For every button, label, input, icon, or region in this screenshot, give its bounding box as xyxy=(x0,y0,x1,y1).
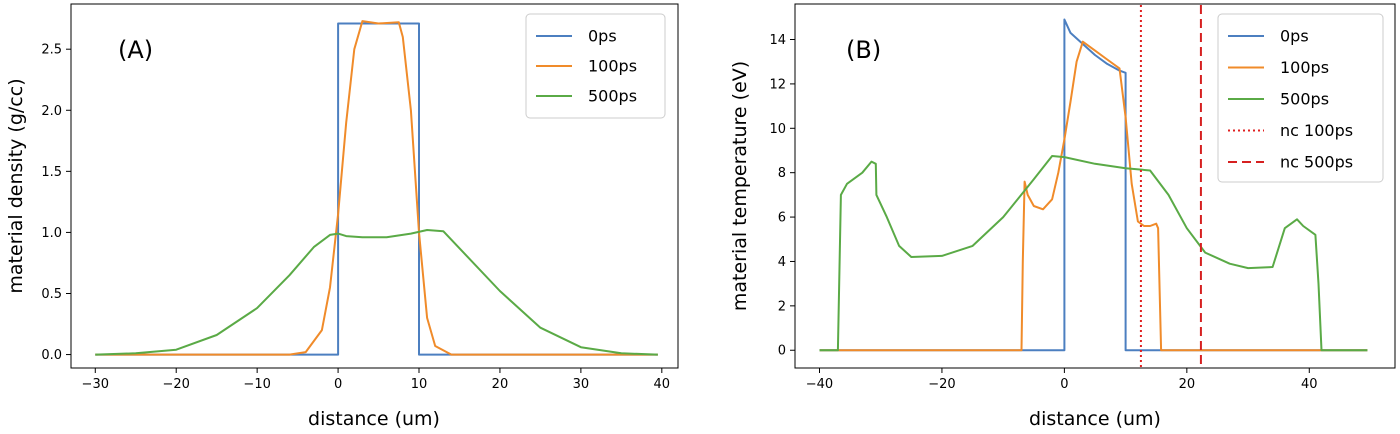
panel-a-label: (A) xyxy=(118,36,153,64)
panel-b-y-tick-label: 14 xyxy=(769,33,786,48)
panel-a-legend-label-0ps: 0ps xyxy=(588,27,617,46)
panel-b-y-tick-label: 8 xyxy=(778,166,786,181)
panel-b-legend-label-500ps: 500ps xyxy=(1280,90,1329,109)
panel-b-x-tick-label: −40 xyxy=(806,377,833,392)
panel-a-plot-frame xyxy=(70,3,679,369)
panel-a-y-tick-label: 0.5 xyxy=(41,287,62,302)
panel-a-x-tick-label: 10 xyxy=(411,377,428,392)
panel-b-y-tick-label: 0 xyxy=(778,344,786,359)
panel-b-y-tick-label: 4 xyxy=(778,255,786,270)
panel-a-y-tick-label: 2.5 xyxy=(41,43,62,58)
panel-a-legend-label-100ps: 100ps xyxy=(588,57,637,76)
panel-a-x-tick-label: 0 xyxy=(334,377,342,392)
panel-a-series-500ps xyxy=(95,229,658,356)
panel-a-chart: (A) distance (um) material density (g/cc… xyxy=(5,3,679,430)
panel-a-legend-label-500ps: 500ps xyxy=(588,87,637,106)
panel-a-y-tick-label: 0.0 xyxy=(41,348,62,363)
panel-a-ticks: −30 −20 −10 0 10 20 30 40 0.0 0.5 1.0 1.5 2.0 2.5 xyxy=(41,43,670,392)
panel-b-legend-label-0ps: 0ps xyxy=(1280,27,1309,46)
panel-b-x-tick-label: −20 xyxy=(928,377,955,392)
panel-b-series-100ps xyxy=(819,40,1368,352)
panel-a-legend-box xyxy=(525,13,666,119)
panel-b-x-tick-label: 20 xyxy=(1179,377,1196,392)
panel-b-ticks: −40 −20 0 20 40 0 2 4 6 8 10 12 14 xyxy=(769,33,1317,392)
panel-b-y-tick-label: 6 xyxy=(778,211,786,226)
panel-b-legend-label-nc-500ps: nc 500ps xyxy=(1280,153,1353,172)
panel-a-y-tick-label: 2.0 xyxy=(41,104,62,119)
panel-a-x-axis-label: distance (um) xyxy=(308,408,440,430)
panel-b-y-tick-label: 2 xyxy=(778,299,786,314)
panel-b-x-axis-label: distance (um) xyxy=(1029,408,1161,430)
panel-a-x-tick-label: −10 xyxy=(243,377,270,392)
panel-b-plot-frame xyxy=(794,3,1396,369)
panel-b-series-0ps xyxy=(819,18,1368,352)
panel-a-legend: 0ps 100ps 500ps xyxy=(525,13,666,119)
panel-b-y-tick-label: 12 xyxy=(769,77,786,92)
panel-b-y-axis-label: material temperature (eV) xyxy=(729,61,751,311)
panel-a-y-tick-label: 1.0 xyxy=(41,226,62,241)
panel-b-legend: 0ps 100ps 500ps nc 100ps nc 500ps xyxy=(1217,13,1384,183)
panel-b-x-tick-label: 0 xyxy=(1060,377,1068,392)
panel-b-label: (B) xyxy=(846,36,881,64)
panel-b-legend-label-nc-100ps: nc 100ps xyxy=(1280,121,1353,140)
panel-b-chart: (B) distance (um) material temperature (… xyxy=(729,3,1396,430)
panel-a-y-axis-label: material density (g/cc) xyxy=(5,78,27,293)
panel-a-y-tick-label: 1.5 xyxy=(41,165,62,180)
panel-a-x-tick-label: −30 xyxy=(82,377,109,392)
panel-a-series-100ps xyxy=(95,20,658,356)
panel-a-series xyxy=(95,20,658,356)
panel-b-series xyxy=(819,5,1368,367)
panel-a-x-tick-label: 30 xyxy=(573,377,590,392)
panel-a-x-tick-label: 40 xyxy=(654,377,671,392)
panel-b-series-500ps xyxy=(819,155,1368,352)
panel-b-legend-box xyxy=(1217,13,1384,183)
panel-a-x-tick-label: 20 xyxy=(492,377,509,392)
panel-b-y-tick-label: 10 xyxy=(769,122,786,137)
panel-a-x-tick-label: −20 xyxy=(162,377,189,392)
panel-b-x-tick-label: 40 xyxy=(1301,377,1318,392)
panel-b-legend-label-100ps: 100ps xyxy=(1280,58,1329,77)
